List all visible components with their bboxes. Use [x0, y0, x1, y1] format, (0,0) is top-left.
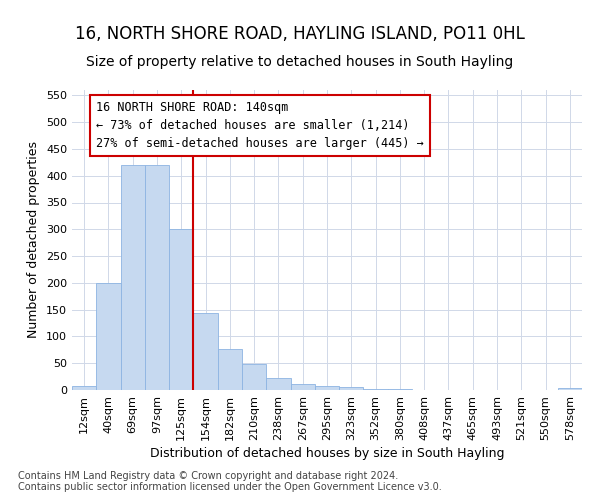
Bar: [72, 386, 96, 390]
Bar: [218, 349, 242, 390]
Text: Size of property relative to detached houses in South Hayling: Size of property relative to detached ho…: [86, 55, 514, 69]
Bar: [339, 387, 364, 390]
Bar: [193, 314, 218, 390]
Bar: [364, 389, 388, 390]
Text: 16, NORTH SHORE ROAD, HAYLING ISLAND, PO11 0HL: 16, NORTH SHORE ROAD, HAYLING ISLAND, PO…: [75, 25, 525, 43]
Bar: [315, 386, 339, 390]
Bar: [290, 384, 315, 390]
Bar: [169, 230, 193, 390]
Text: Contains HM Land Registry data © Crown copyright and database right 2024.
Contai: Contains HM Land Registry data © Crown c…: [18, 471, 442, 492]
Bar: [145, 165, 169, 390]
X-axis label: Distribution of detached houses by size in South Hayling: Distribution of detached houses by size …: [150, 447, 504, 460]
Bar: [96, 283, 121, 390]
Y-axis label: Number of detached properties: Number of detached properties: [28, 142, 40, 338]
Bar: [121, 165, 145, 390]
Bar: [242, 364, 266, 390]
Text: 16 NORTH SHORE ROAD: 140sqm
← 73% of detached houses are smaller (1,214)
27% of : 16 NORTH SHORE ROAD: 140sqm ← 73% of det…: [96, 100, 424, 150]
Bar: [266, 378, 290, 390]
Bar: [558, 388, 582, 390]
